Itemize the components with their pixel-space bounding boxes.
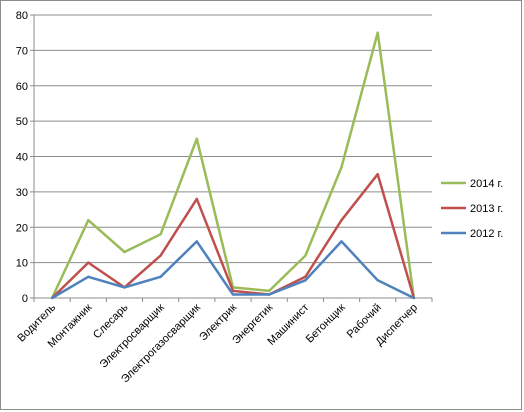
- y-tick-label: 40: [16, 152, 28, 164]
- y-axis-tick-labels: 0 10 20 30 40 50 60 70 80: [16, 10, 28, 305]
- x-tick-label: Бетонщик: [304, 302, 348, 346]
- data-point: [231, 293, 235, 296]
- y-tick-label: 80: [16, 10, 28, 22]
- data-point: [340, 240, 343, 243]
- data-point: [87, 275, 90, 278]
- data-point: [304, 254, 307, 257]
- data-point: [159, 275, 162, 278]
- data-point: [159, 254, 162, 257]
- data-point: [159, 233, 162, 236]
- gridlines: [34, 14, 432, 264]
- data-point: [376, 172, 379, 176]
- data-point: [267, 289, 271, 293]
- legend: 2014 г. 2013 г. 2012 г.: [441, 178, 503, 240]
- data-point: [376, 31, 379, 34]
- data-point: [123, 250, 126, 254]
- y-tick-label: 20: [16, 222, 28, 234]
- y-tick-label: 70: [16, 45, 28, 57]
- data-point: [267, 293, 271, 296]
- data-point: [123, 286, 126, 289]
- series-lines: [50, 31, 416, 300]
- data-point: [195, 197, 199, 201]
- y-tick-label: 10: [16, 258, 28, 270]
- data-point: [304, 279, 307, 282]
- data-point: [195, 137, 199, 141]
- legend-entry-label: 2014 г.: [470, 178, 503, 190]
- legend-entry-label: 2012 г.: [470, 228, 503, 240]
- legend-entry-label: 2013 г.: [470, 203, 503, 215]
- data-point: [87, 218, 90, 222]
- y-tick-label: 50: [16, 116, 28, 128]
- data-point: [340, 218, 343, 222]
- series-line-0: [50, 31, 416, 299]
- data-point: [87, 261, 90, 264]
- data-point: [412, 296, 416, 300]
- data-point: [195, 240, 199, 243]
- data-point: [304, 275, 307, 278]
- y-tick-label: 60: [16, 81, 28, 93]
- data-point: [340, 165, 343, 169]
- y-tick-label: 30: [16, 187, 28, 199]
- data-point: [376, 279, 379, 282]
- x-tick-label: Электросварщик: [98, 302, 167, 371]
- data-point: [50, 296, 54, 300]
- axes: [30, 14, 433, 302]
- x-axis-tick-labels: ВодительМонтажникСлесарьЭлектросварщикЭл…: [15, 301, 420, 385]
- y-tick-label: 0: [22, 293, 28, 305]
